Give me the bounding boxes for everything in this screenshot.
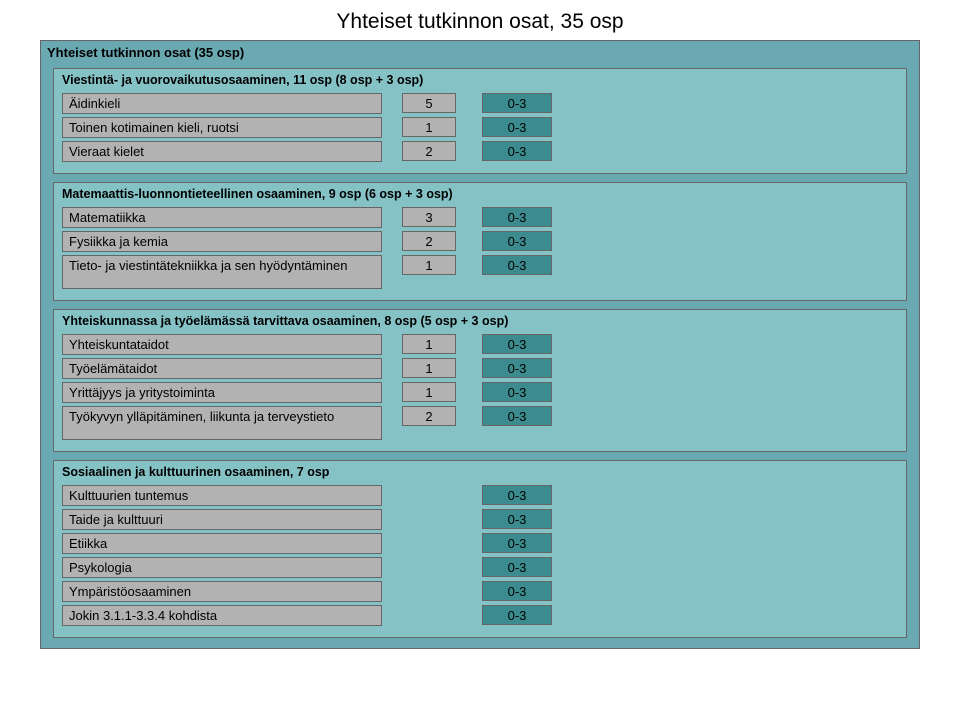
section-title: Sosiaalinen ja kulttuurinen osaaminen, 7… [62, 465, 898, 479]
name-box: Tieto- ja viestintätekniikka ja sen hyöd… [62, 255, 382, 289]
row: Yhteiskuntataidot 1 0-3 [62, 334, 898, 355]
range-box: 0-3 [482, 141, 552, 161]
name-box: Toinen kotimainen kieli, ruotsi [62, 117, 382, 138]
section: Sosiaalinen ja kulttuurinen osaaminen, 7… [53, 460, 907, 638]
range-box: 0-3 [482, 533, 552, 553]
page-title: Yhteiset tutkinnon osat, 35 osp [0, 10, 960, 34]
section: Yhteiskunnassa ja työelämässä tarvittava… [53, 309, 907, 452]
name-box: Yhteiskuntataidot [62, 334, 382, 355]
range-box: 0-3 [482, 406, 552, 426]
range-box: 0-3 [482, 117, 552, 137]
num-box: 2 [402, 406, 456, 426]
row: Toinen kotimainen kieli, ruotsi 1 0-3 [62, 117, 898, 138]
num-box: 1 [402, 255, 456, 275]
name-box: Jokin 3.1.1-3.3.4 kohdista [62, 605, 382, 626]
section: Viestintä- ja vuorovaikutusosaaminen, 11… [53, 68, 907, 174]
name-box: Työkyvyn ylläpitäminen, liikunta ja terv… [62, 406, 382, 440]
name-box: Ympäristöosaaminen [62, 581, 382, 602]
section-title: Viestintä- ja vuorovaikutusosaaminen, 11… [62, 73, 898, 87]
section-title: Matemaattis-luonnontieteellinen osaamine… [62, 187, 898, 201]
range-box: 0-3 [482, 485, 552, 505]
section-title: Yhteiskunnassa ja työelämässä tarvittava… [62, 314, 898, 328]
row: Psykologia 0-3 [62, 557, 898, 578]
range-box: 0-3 [482, 382, 552, 402]
range-box: 0-3 [482, 358, 552, 378]
row: Taide ja kulttuuri 0-3 [62, 509, 898, 530]
name-box: Matematiikka [62, 207, 382, 228]
range-box: 0-3 [482, 509, 552, 529]
row: Matematiikka 3 0-3 [62, 207, 898, 228]
num-box: 2 [402, 141, 456, 161]
name-box: Äidinkieli [62, 93, 382, 114]
name-box: Etiikka [62, 533, 382, 554]
range-box: 0-3 [482, 231, 552, 251]
row: Kulttuurien tuntemus 0-3 [62, 485, 898, 506]
row: Äidinkieli 5 0-3 [62, 93, 898, 114]
name-box: Fysiikka ja kemia [62, 231, 382, 252]
row: Ympäristöosaaminen 0-3 [62, 581, 898, 602]
row: Yrittäjyys ja yritystoiminta 1 0-3 [62, 382, 898, 403]
range-box: 0-3 [482, 557, 552, 577]
row: Työkyvyn ylläpitäminen, liikunta ja terv… [62, 406, 898, 440]
num-box: 1 [402, 358, 456, 378]
name-box: Kulttuurien tuntemus [62, 485, 382, 506]
outer-title: Yhteiset tutkinnon osat (35 osp) [43, 43, 917, 64]
num-box: 1 [402, 382, 456, 402]
name-box: Taide ja kulttuuri [62, 509, 382, 530]
row: Jokin 3.1.1-3.3.4 kohdista 0-3 [62, 605, 898, 626]
outer-container: Yhteiset tutkinnon osat (35 osp) Viestin… [40, 40, 920, 649]
row: Vieraat kielet 2 0-3 [62, 141, 898, 162]
num-box: 1 [402, 117, 456, 137]
row: Työelämätaidot 1 0-3 [62, 358, 898, 379]
num-box: 1 [402, 334, 456, 354]
num-box: 3 [402, 207, 456, 227]
range-box: 0-3 [482, 581, 552, 601]
section: Matemaattis-luonnontieteellinen osaamine… [53, 182, 907, 301]
range-box: 0-3 [482, 255, 552, 275]
range-box: 0-3 [482, 605, 552, 625]
range-box: 0-3 [482, 207, 552, 227]
range-box: 0-3 [482, 93, 552, 113]
num-box: 5 [402, 93, 456, 113]
row: Fysiikka ja kemia 2 0-3 [62, 231, 898, 252]
row: Tieto- ja viestintätekniikka ja sen hyöd… [62, 255, 898, 289]
name-box: Työelämätaidot [62, 358, 382, 379]
name-box: Vieraat kielet [62, 141, 382, 162]
name-box: Yrittäjyys ja yritystoiminta [62, 382, 382, 403]
num-box: 2 [402, 231, 456, 251]
row: Etiikka 0-3 [62, 533, 898, 554]
range-box: 0-3 [482, 334, 552, 354]
name-box: Psykologia [62, 557, 382, 578]
